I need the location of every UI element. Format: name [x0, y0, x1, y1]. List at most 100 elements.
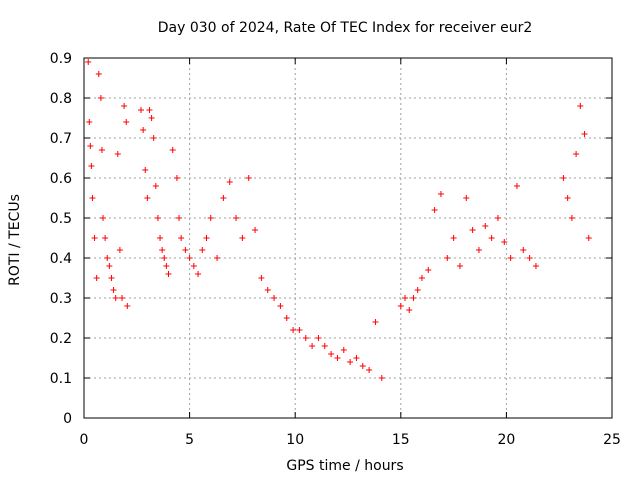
data-point	[406, 307, 413, 313]
data-point	[296, 327, 303, 333]
data-point	[402, 295, 409, 301]
data-point	[309, 343, 316, 349]
y-tick-label: 0.9	[50, 51, 72, 67]
data-point	[283, 315, 290, 321]
y-tick-label: 0	[63, 411, 72, 427]
data-point	[277, 303, 284, 309]
data-point	[456, 263, 463, 269]
data-point	[110, 287, 117, 293]
x-tick-label: 10	[286, 432, 304, 448]
data-point	[469, 227, 476, 233]
data-point	[152, 183, 159, 189]
data-point	[95, 71, 102, 77]
data-point	[116, 247, 123, 253]
data-point	[148, 115, 155, 121]
x-tick-label: 20	[497, 432, 515, 448]
data-point	[89, 195, 96, 201]
data-point	[199, 247, 206, 253]
data-point	[425, 267, 432, 273]
data-point	[585, 235, 592, 241]
data-point	[431, 207, 438, 213]
data-point	[85, 59, 92, 65]
grid-layer	[84, 58, 612, 418]
data-point	[334, 355, 341, 361]
data-point	[123, 119, 130, 125]
x-tick-label: 25	[603, 432, 621, 448]
x-axis-label: GPS time / hours	[286, 458, 403, 474]
data-point	[97, 95, 104, 101]
data-point	[290, 327, 297, 333]
data-point	[520, 247, 527, 253]
data-point	[239, 235, 246, 241]
data-point	[378, 375, 385, 381]
data-point	[397, 303, 404, 309]
data-point	[366, 367, 373, 373]
data-point	[353, 355, 360, 361]
y-tick-label: 0.4	[50, 251, 72, 267]
plot-frame	[83, 57, 613, 419]
data-point	[121, 103, 128, 109]
data-point	[444, 255, 451, 261]
data-point	[258, 275, 265, 281]
y-axis-label: ROTI / TECUs	[7, 194, 23, 286]
data-point	[102, 235, 109, 241]
data-point	[119, 295, 126, 301]
data-point	[220, 195, 227, 201]
y-tick-label: 0.1	[50, 371, 72, 387]
data-point	[144, 195, 151, 201]
data-point	[560, 175, 567, 181]
data-point	[86, 119, 93, 125]
data-point	[315, 335, 322, 341]
data-point	[321, 343, 328, 349]
data-point	[112, 295, 119, 301]
marks-layer	[85, 59, 592, 381]
x-tick-label: 15	[392, 432, 410, 448]
x-tick-label: 5	[185, 432, 194, 448]
data-point	[564, 195, 571, 201]
data-point	[359, 363, 366, 369]
data-point	[264, 287, 271, 293]
data-point	[93, 275, 100, 281]
data-point	[568, 215, 575, 221]
data-point	[140, 127, 147, 133]
data-point	[88, 163, 95, 169]
data-point	[577, 103, 584, 109]
data-point	[161, 255, 168, 261]
data-point	[108, 275, 115, 281]
data-point	[340, 347, 347, 353]
data-point	[526, 255, 533, 261]
data-point	[463, 195, 470, 201]
data-point	[573, 151, 580, 157]
data-point	[328, 351, 335, 357]
data-point	[178, 235, 185, 241]
data-point	[233, 215, 240, 221]
data-point	[437, 191, 444, 197]
y-tick-label: 0.3	[50, 291, 72, 307]
data-point	[581, 131, 588, 137]
data-point	[347, 359, 354, 365]
data-point	[207, 215, 214, 221]
data-point	[146, 107, 153, 113]
data-point	[150, 135, 157, 141]
data-point	[190, 263, 197, 269]
data-point	[182, 247, 189, 253]
data-point	[165, 271, 172, 277]
data-point	[104, 255, 111, 261]
data-point	[173, 175, 180, 181]
data-point	[214, 255, 221, 261]
data-point	[271, 295, 278, 301]
data-point	[252, 227, 259, 233]
data-point	[203, 235, 210, 241]
y-tick-label: 0.5	[50, 211, 72, 227]
data-point	[245, 175, 252, 181]
data-point	[176, 215, 183, 221]
ticks-layer: 0 5 10 15 20 25 0 0.1 0.2 0.3 0.4 0.5 0.6 0.7 0.8 0.9	[50, 51, 621, 448]
data-point	[142, 167, 149, 173]
data-point	[494, 215, 501, 221]
data-point	[418, 275, 425, 281]
data-point	[138, 107, 145, 113]
data-point	[513, 183, 520, 189]
y-tick-label: 0.6	[50, 171, 72, 187]
data-point	[372, 319, 379, 325]
